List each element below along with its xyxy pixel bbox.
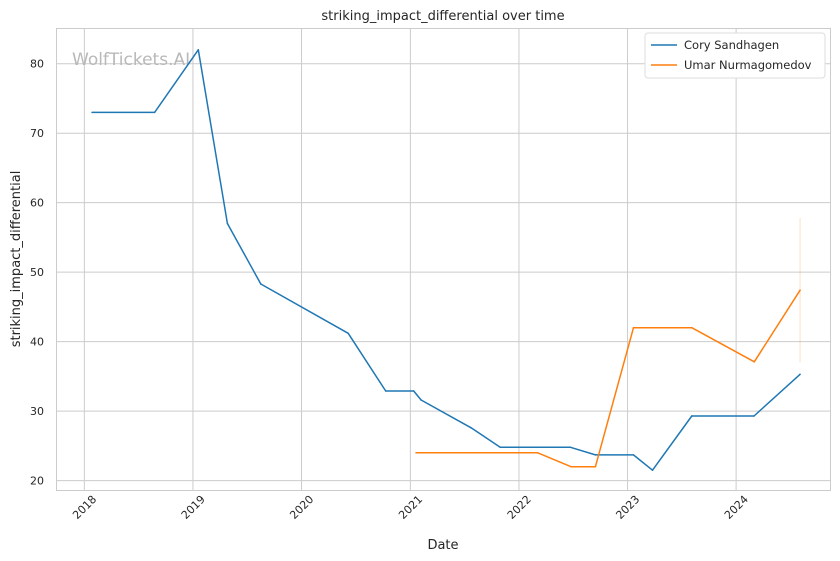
y-tick-label: 20 <box>30 475 44 488</box>
y-tick-label: 40 <box>30 336 44 349</box>
data-point-cory-sandhagen <box>594 454 597 456</box>
data-point-cory-sandhagen <box>347 332 350 335</box>
y-tick-label: 70 <box>30 127 44 140</box>
plot-frame <box>56 28 831 491</box>
data-point-umar-nurmagomedov <box>799 289 801 292</box>
data-point-cory-sandhagen <box>153 111 156 114</box>
data-point-umar-nurmagomedov <box>753 360 756 363</box>
y-tick-label: 50 <box>30 266 44 279</box>
data-point-umar-nurmagomedov <box>690 326 693 329</box>
data-point-cory-sandhagen <box>499 446 502 449</box>
data-point-umar-nurmagomedov <box>594 465 597 468</box>
chart-title: striking_impact_differential over time <box>321 9 564 24</box>
data-point-cory-sandhagen <box>799 373 801 376</box>
y-tick-label: 80 <box>30 58 44 71</box>
data-point-cory-sandhagen <box>259 283 262 285</box>
data-point-umar-nurmagomedov <box>536 451 539 454</box>
x-axis-label: Date <box>427 538 458 553</box>
legend: Cory Sandhagen Umar Nurmagomedov <box>644 32 826 79</box>
series-line-cory-sandhagen <box>92 49 801 471</box>
y-tick-label: 60 <box>30 197 44 210</box>
data-point-umar-nurmagomedov <box>570 465 572 468</box>
y-tick-label: 30 <box>30 405 44 418</box>
legend-label-nurmagomedov: Umar Nurmagomedov <box>684 58 812 72</box>
y-tick-labels: 20 30 40 50 60 70 80 <box>30 58 44 488</box>
data-point-umar-nurmagomedov <box>415 451 417 454</box>
data-point-cory-sandhagen <box>470 426 472 429</box>
data-point-cory-sandhagen <box>384 390 387 392</box>
watermark: WolfTickets.AI <box>72 50 190 70</box>
series-layer <box>91 49 801 471</box>
y-axis-label: striking_impact_differential <box>9 171 24 348</box>
legend-box <box>644 32 826 79</box>
data-point-cory-sandhagen <box>690 415 693 417</box>
series-line-umar-nurmagomedov <box>416 289 801 468</box>
legend-label-sandhagen: Cory Sandhagen <box>684 38 779 52</box>
data-point-cory-sandhagen <box>420 399 422 401</box>
data-point-cory-sandhagen <box>226 222 229 225</box>
series-umar-nurmagomedov <box>415 217 801 468</box>
data-point-umar-nurmagomedov <box>632 326 635 329</box>
data-point-cory-sandhagen <box>753 415 755 417</box>
data-point-cory-sandhagen <box>197 49 200 51</box>
data-point-cory-sandhagen <box>412 390 415 392</box>
data-point-cory-sandhagen <box>91 111 93 114</box>
data-point-cory-sandhagen <box>651 469 654 471</box>
data-point-cory-sandhagen <box>632 454 635 456</box>
data-point-cory-sandhagen <box>569 446 571 449</box>
series-cory-sandhagen <box>91 49 801 471</box>
x-gridlines <box>83 29 737 491</box>
